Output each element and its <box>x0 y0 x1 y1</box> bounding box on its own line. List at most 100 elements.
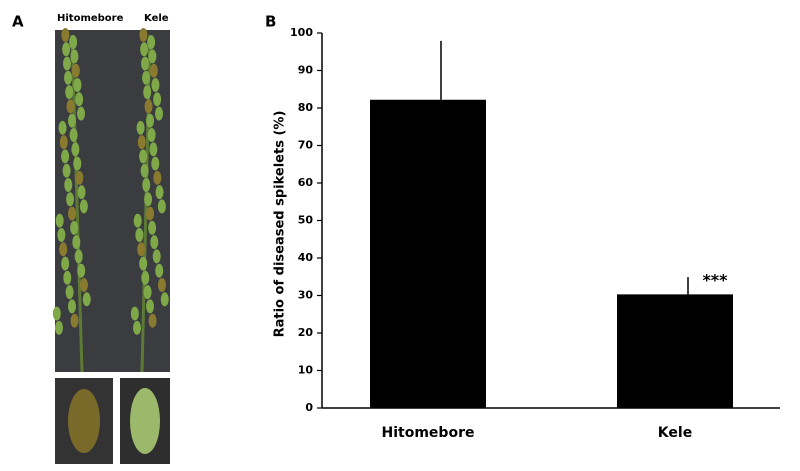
y-tick-label: 30 <box>298 289 314 302</box>
grain <box>152 249 161 264</box>
grain <box>57 228 66 242</box>
grain <box>82 292 91 307</box>
grain <box>69 128 78 142</box>
grain <box>63 270 72 285</box>
grain <box>137 242 146 257</box>
grain <box>153 92 162 107</box>
grain <box>74 249 83 264</box>
grain <box>70 220 79 235</box>
grain <box>75 170 84 185</box>
spikelet <box>68 389 100 453</box>
grain <box>66 99 75 114</box>
grain <box>139 28 148 42</box>
grain <box>70 313 79 328</box>
grain <box>69 35 78 50</box>
grain <box>68 113 76 128</box>
grain <box>143 285 152 300</box>
grain <box>150 235 159 250</box>
grain <box>144 192 153 207</box>
y-tick-label: 20 <box>298 326 314 339</box>
grain <box>61 149 70 164</box>
grain <box>61 256 70 271</box>
grain <box>63 56 72 71</box>
grain <box>140 42 149 57</box>
annotation: *** <box>702 271 728 290</box>
grain <box>68 206 76 221</box>
grain <box>62 163 71 178</box>
grain <box>136 120 145 135</box>
bar <box>617 294 733 408</box>
grain <box>55 213 64 228</box>
grain <box>73 156 82 171</box>
grain <box>144 99 153 114</box>
grain <box>70 49 79 64</box>
grain <box>160 292 169 307</box>
photo-label: Kele <box>144 13 169 24</box>
y-tick-label: 0 <box>305 401 313 414</box>
grain <box>64 70 73 85</box>
grain <box>54 320 63 335</box>
grain <box>52 306 61 321</box>
y-tick-label: 80 <box>298 101 314 114</box>
y-tick-label: 60 <box>298 176 314 189</box>
grain <box>79 278 88 292</box>
grain <box>157 199 166 214</box>
y-tick-label: 10 <box>298 364 314 377</box>
grain <box>59 242 68 257</box>
y-tick-label: 50 <box>298 214 314 227</box>
spikelet <box>130 388 160 454</box>
grain <box>61 28 70 42</box>
grain <box>77 185 86 200</box>
grain <box>148 313 157 328</box>
grain <box>79 199 88 214</box>
grain <box>65 85 74 100</box>
panel-label: B <box>265 13 276 31</box>
grain <box>75 92 84 107</box>
grain <box>147 128 156 142</box>
grain <box>149 142 158 157</box>
grain <box>155 185 164 200</box>
grain <box>148 49 157 64</box>
grain <box>142 178 151 192</box>
y-tick-label: 90 <box>298 64 314 77</box>
grain <box>66 192 75 207</box>
grain <box>140 163 149 178</box>
grain <box>68 299 76 314</box>
grain <box>151 156 160 171</box>
grain <box>137 135 146 150</box>
y-tick-label: 100 <box>290 26 313 39</box>
grain <box>148 220 157 235</box>
grain <box>153 170 162 185</box>
grain <box>132 320 141 335</box>
grain <box>62 42 71 57</box>
panicles <box>52 28 169 373</box>
grain <box>139 149 148 164</box>
grain <box>155 106 164 121</box>
grain <box>64 178 73 192</box>
grain <box>155 263 164 278</box>
grain <box>157 278 166 292</box>
y-axis-label: Ratio of diseased spikelets (%) <box>273 111 288 338</box>
grain <box>146 113 154 128</box>
grain <box>77 106 86 121</box>
grain <box>146 299 154 314</box>
y-tick-label: 40 <box>298 251 314 264</box>
bar <box>370 99 486 408</box>
grain <box>133 213 142 228</box>
grain <box>71 63 80 78</box>
photo-label: Hitomebore <box>57 13 124 24</box>
grain <box>72 235 81 250</box>
grain <box>77 263 86 278</box>
grain <box>147 35 156 50</box>
panel-label: A <box>12 13 24 31</box>
grain <box>59 135 68 150</box>
grain <box>143 85 152 100</box>
grain <box>135 228 144 242</box>
x-tick-label: Kele <box>658 425 692 441</box>
grain <box>71 142 80 157</box>
y-tick-label: 70 <box>298 139 314 152</box>
grain <box>142 70 151 85</box>
grain <box>141 56 150 71</box>
x-tick-label: Hitomebore <box>382 425 475 441</box>
